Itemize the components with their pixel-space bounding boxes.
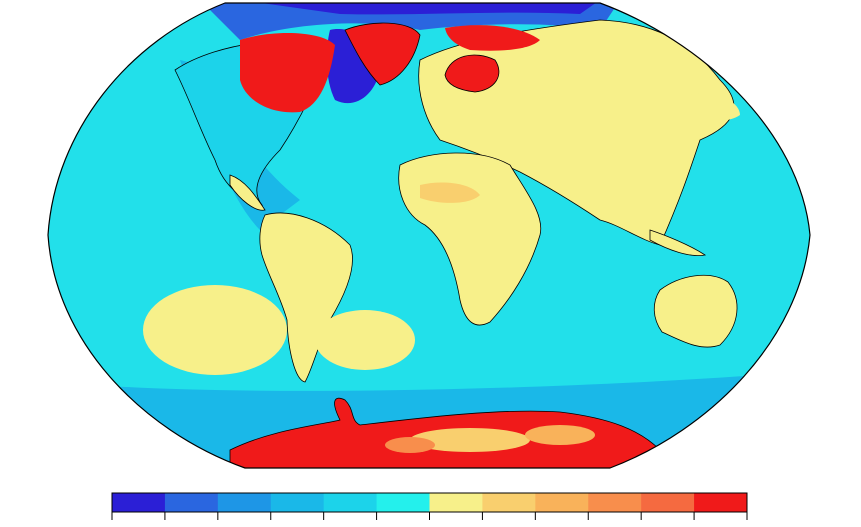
antarctic-patch <box>385 437 435 453</box>
arctic-deep <box>240 3 600 15</box>
colorbar <box>111 492 748 520</box>
colorbar-swatch <box>535 493 589 512</box>
colorbar-swatch <box>376 493 430 512</box>
colorbar-swatch <box>588 493 642 512</box>
colorbar-swatch <box>429 493 483 512</box>
map-field <box>48 3 810 468</box>
colorbar-swatch <box>694 493 748 512</box>
warm-region-arctic <box>445 25 540 51</box>
colorbar-swatch <box>323 493 378 512</box>
australia <box>653 275 738 348</box>
colorbar-swatch <box>270 493 325 512</box>
greenland <box>344 22 421 86</box>
map-border <box>47 2 811 469</box>
antarctic-patch <box>525 425 595 445</box>
colorbar-swatch <box>217 493 272 512</box>
colorbar-swatch <box>641 493 695 512</box>
colorbar-swatch <box>164 493 219 512</box>
sahara-patch <box>420 182 480 203</box>
colorbar-swatch <box>482 493 536 512</box>
atlantic-anomaly <box>315 310 415 370</box>
maritime-asia <box>649 229 707 257</box>
kamchatka-region <box>690 92 740 121</box>
central-america <box>229 174 266 211</box>
south-america <box>259 212 353 383</box>
warm-region-na <box>240 33 335 113</box>
pacific-anomaly <box>143 285 287 375</box>
scandinavia <box>444 54 500 93</box>
colorbar-swatch <box>112 493 166 512</box>
antarctic-patch <box>410 428 530 452</box>
